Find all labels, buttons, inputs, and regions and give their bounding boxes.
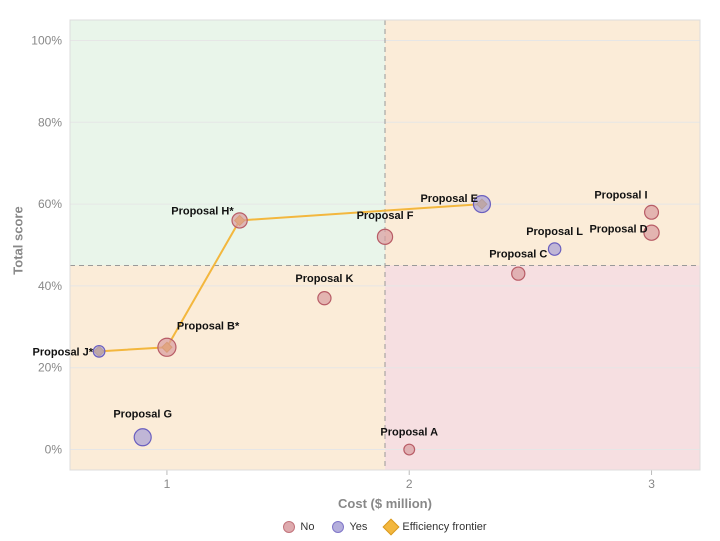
legend-item[interactable]: Efficiency frontier [385, 521, 486, 533]
bubble[interactable] [158, 338, 176, 356]
legend-label: Yes [349, 521, 367, 533]
x-tick-label: 3 [648, 477, 655, 491]
legend-swatch-diamond [383, 519, 400, 536]
x-axis-title-text: Cost ($ million) [338, 496, 432, 511]
bubble-label: Proposal K [295, 273, 353, 285]
bubble-label: Proposal L [526, 226, 583, 238]
bubble-label: Proposal J* [33, 346, 94, 358]
bubble[interactable] [512, 267, 525, 280]
bubble[interactable] [548, 243, 560, 255]
legend-swatch-circle [332, 521, 344, 533]
bubble[interactable] [134, 429, 151, 446]
bubble-label: Proposal F [357, 210, 414, 222]
plot-svg: 0%20%40%60%80%100%123Proposal AProposal … [70, 20, 700, 470]
bubble-label: Proposal A [380, 427, 438, 439]
x-tick-label: 1 [164, 477, 171, 491]
legend-item[interactable]: Yes [332, 521, 367, 533]
legend-item[interactable]: No [283, 521, 314, 533]
x-axis-title: Cost ($ million) [70, 496, 700, 511]
bubble-label: Proposal C [489, 249, 547, 261]
legend: No Yes Efficiency frontier [70, 521, 700, 533]
bubble-label: Proposal E [420, 193, 477, 205]
bubble[interactable] [377, 229, 392, 244]
y-tick-label: 40% [38, 279, 62, 293]
bubble[interactable] [645, 205, 659, 219]
bubble-label: Proposal G [113, 408, 172, 420]
y-axis-title-text: Total score [11, 206, 26, 274]
bubble-label: Proposal D [589, 224, 647, 236]
bubble-chart: Total score 0%20%40%60%80%100%123Proposa… [0, 0, 720, 541]
y-tick-label: 0% [45, 443, 63, 457]
bubble[interactable] [318, 292, 331, 305]
bubble-label: Proposal I [594, 189, 647, 201]
x-tick-label: 2 [406, 477, 413, 491]
legend-label: No [300, 521, 314, 533]
bubble-label: Proposal H* [171, 205, 234, 217]
bubble-label: Proposal B* [177, 320, 240, 332]
bubble[interactable] [93, 346, 105, 358]
bubble[interactable] [404, 444, 415, 455]
y-tick-label: 20% [38, 361, 62, 375]
y-axis-title: Total score [8, 0, 28, 481]
legend-swatch-circle [283, 521, 295, 533]
y-tick-label: 100% [31, 33, 62, 47]
y-tick-label: 60% [38, 197, 62, 211]
bubble[interactable] [232, 213, 247, 228]
y-tick-label: 80% [38, 115, 62, 129]
legend-label: Efficiency frontier [402, 521, 486, 533]
plot-area: 0%20%40%60%80%100%123Proposal AProposal … [70, 20, 700, 470]
quadrant-top-left [70, 20, 385, 265]
